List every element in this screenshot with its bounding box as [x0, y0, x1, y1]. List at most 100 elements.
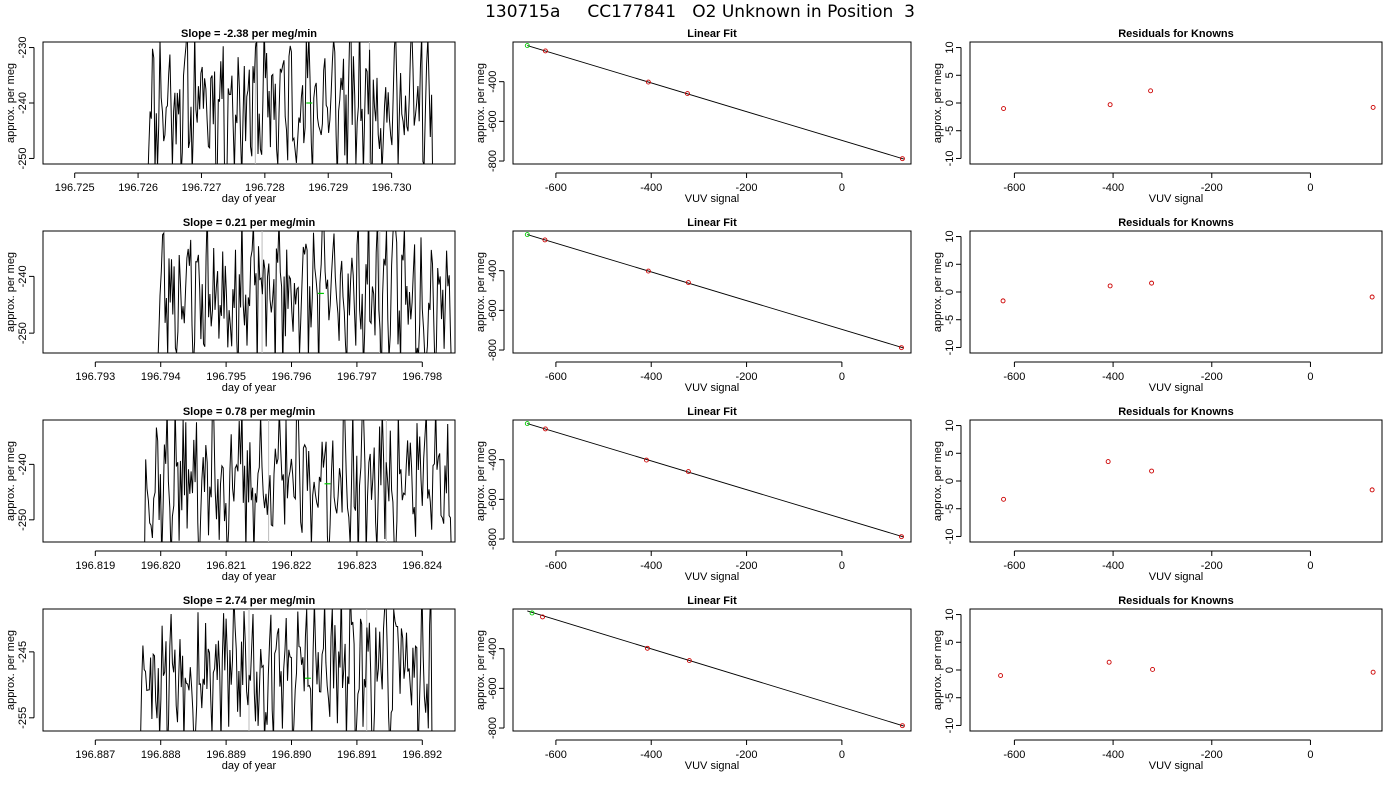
time-series-ylabel: approx. per meg [5, 63, 17, 143]
x-tick-label: 196.890 [272, 749, 312, 761]
known-standard-point [542, 426, 548, 432]
x-tick-label: -400 [640, 371, 662, 383]
y-tick-label: -240 [17, 453, 29, 475]
y-tick-label: 0 [944, 289, 956, 295]
fit-line [527, 234, 904, 349]
x-tick-label: 196.887 [75, 749, 115, 761]
x-tick-label: -600 [545, 371, 567, 383]
residuals-plot-box [969, 230, 1383, 354]
known-standard-point [686, 658, 692, 664]
time-series-ylabel: approx. per meg [5, 252, 17, 332]
x-tick-label: 196.726 [118, 182, 158, 194]
residual-point [1105, 459, 1111, 465]
known-standard-point [899, 156, 905, 162]
residuals-plot-box [969, 41, 1383, 165]
residuals-title: Residuals for Knowns [1118, 595, 1234, 607]
y-tick-label: -400 [487, 449, 499, 471]
unknown-sample-point [524, 43, 530, 49]
time-series-title: Slope = 0.78 per meg/min [183, 406, 316, 418]
y-tick-label: -800 [487, 717, 499, 739]
x-tick-label: 196.822 [272, 560, 312, 572]
known-standard-point [542, 48, 548, 54]
residuals-panel-row-3: Residuals for Knowns -600 -400 -200 0 VUV sig… [932, 406, 1383, 583]
y-tick-label: -10 [944, 151, 956, 167]
x-tick-label: -400 [1102, 182, 1124, 194]
known-standard-point [685, 91, 690, 97]
linear-fit-panel-row-4: Linear Fit -600 -400 -200 0 VUV signal -800 -60… [475, 595, 912, 772]
residuals-title: Residuals for Knowns [1118, 406, 1234, 418]
residuals-xlabel: VUV signal [1149, 571, 1203, 583]
y-tick-label: -5 [944, 504, 956, 514]
linear-fit-title: Linear Fit [687, 28, 737, 40]
known-standard-point [542, 237, 548, 243]
residual-point [1370, 669, 1376, 675]
x-tick-label: -400 [640, 749, 662, 761]
x-tick-label: 196.794 [141, 371, 181, 383]
figure-title: 130715a CC177841 O2 Unknown in Position … [485, 2, 915, 22]
y-tick-label: 0 [944, 667, 956, 673]
linear-fit-xlabel: VUV signal [685, 760, 739, 772]
x-tick-label: 196.730 [372, 182, 412, 194]
x-tick-label: 196.891 [337, 749, 377, 761]
time-series-xlabel: day of year [222, 571, 277, 583]
y-tick-label: -600 [487, 110, 499, 132]
residuals-panel-row-4: Residuals for Knowns -600 -400 -200 0 VUV sig… [932, 595, 1383, 772]
x-tick-label: -400 [1102, 560, 1124, 572]
fit-line [527, 423, 904, 538]
x-tick-label: 0 [1307, 182, 1313, 194]
y-tick-label: -400 [487, 260, 499, 282]
x-tick-label: 0 [839, 371, 845, 383]
x-tick-label: 196.729 [308, 182, 348, 194]
x-tick-label: -200 [736, 560, 758, 572]
linear-fit-title: Linear Fit [687, 595, 737, 607]
y-tick-label: 5 [944, 450, 956, 456]
y-tick-label: -240 [17, 265, 29, 287]
linear-fit-title: Linear Fit [687, 217, 737, 229]
known-standard-point [645, 79, 651, 85]
time-series-xlabel: day of year [222, 382, 277, 394]
known-standard-point [899, 534, 904, 540]
linear-fit-plot-box [512, 230, 912, 354]
residual-point [1148, 88, 1154, 94]
time-series-ylabel: approx. per meg [5, 441, 17, 521]
residual-point [1107, 283, 1113, 289]
linear-fit-xlabel: VUV signal [685, 382, 739, 394]
x-tick-label: -200 [736, 749, 758, 761]
y-tick-label: -5 [944, 693, 956, 703]
linear-fit-xlabel: VUV signal [685, 193, 739, 205]
residuals-xlabel: VUV signal [1149, 382, 1203, 394]
y-tick-label: 5 [944, 639, 956, 645]
fit-line [527, 45, 904, 160]
y-tick-label: 5 [944, 261, 956, 267]
time-series-plot-box [42, 230, 456, 354]
residual-point [1149, 280, 1155, 286]
x-tick-label: 196.888 [141, 749, 181, 761]
x-tick-label: 0 [839, 560, 845, 572]
x-tick-label: 196.725 [55, 182, 95, 194]
residuals-ylabel: approx. per meg [932, 63, 944, 143]
linear-fit-panel-row-1: Linear Fit -600 -400 -200 0 VUV signal -800 -60… [475, 28, 912, 205]
linear-fit-panel-row-3: Linear Fit -600 -400 -200 0 VUV signal -800 -60… [475, 406, 912, 583]
y-tick-label: -800 [487, 339, 499, 361]
x-tick-label: 196.824 [402, 560, 442, 572]
known-standard-point [685, 280, 691, 286]
y-tick-label: -10 [944, 340, 956, 356]
x-tick-label: -200 [1201, 749, 1223, 761]
linear-fit-title: Linear Fit [687, 406, 737, 418]
y-tick-label: 10 [944, 230, 956, 242]
known-standard-point [644, 457, 649, 463]
residual-point [1106, 659, 1112, 665]
y-tick-label: 5 [944, 72, 956, 78]
y-tick-label: -5 [944, 126, 956, 136]
time-series-xlabel: day of year [222, 193, 277, 205]
x-tick-label: 196.823 [337, 560, 377, 572]
x-tick-label: 0 [1307, 560, 1313, 572]
residuals-ylabel: approx. per meg [932, 441, 944, 521]
residuals-panel-row-1: Residuals for Knowns -600 -400 -200 0 VUV sig… [932, 28, 1383, 205]
residual-point [1369, 294, 1375, 300]
residual-point [1107, 102, 1113, 108]
residuals-ylabel: approx. per meg [932, 630, 944, 710]
time-series-xlabel: day of year [222, 760, 277, 772]
y-tick-label: -250 [17, 147, 29, 169]
